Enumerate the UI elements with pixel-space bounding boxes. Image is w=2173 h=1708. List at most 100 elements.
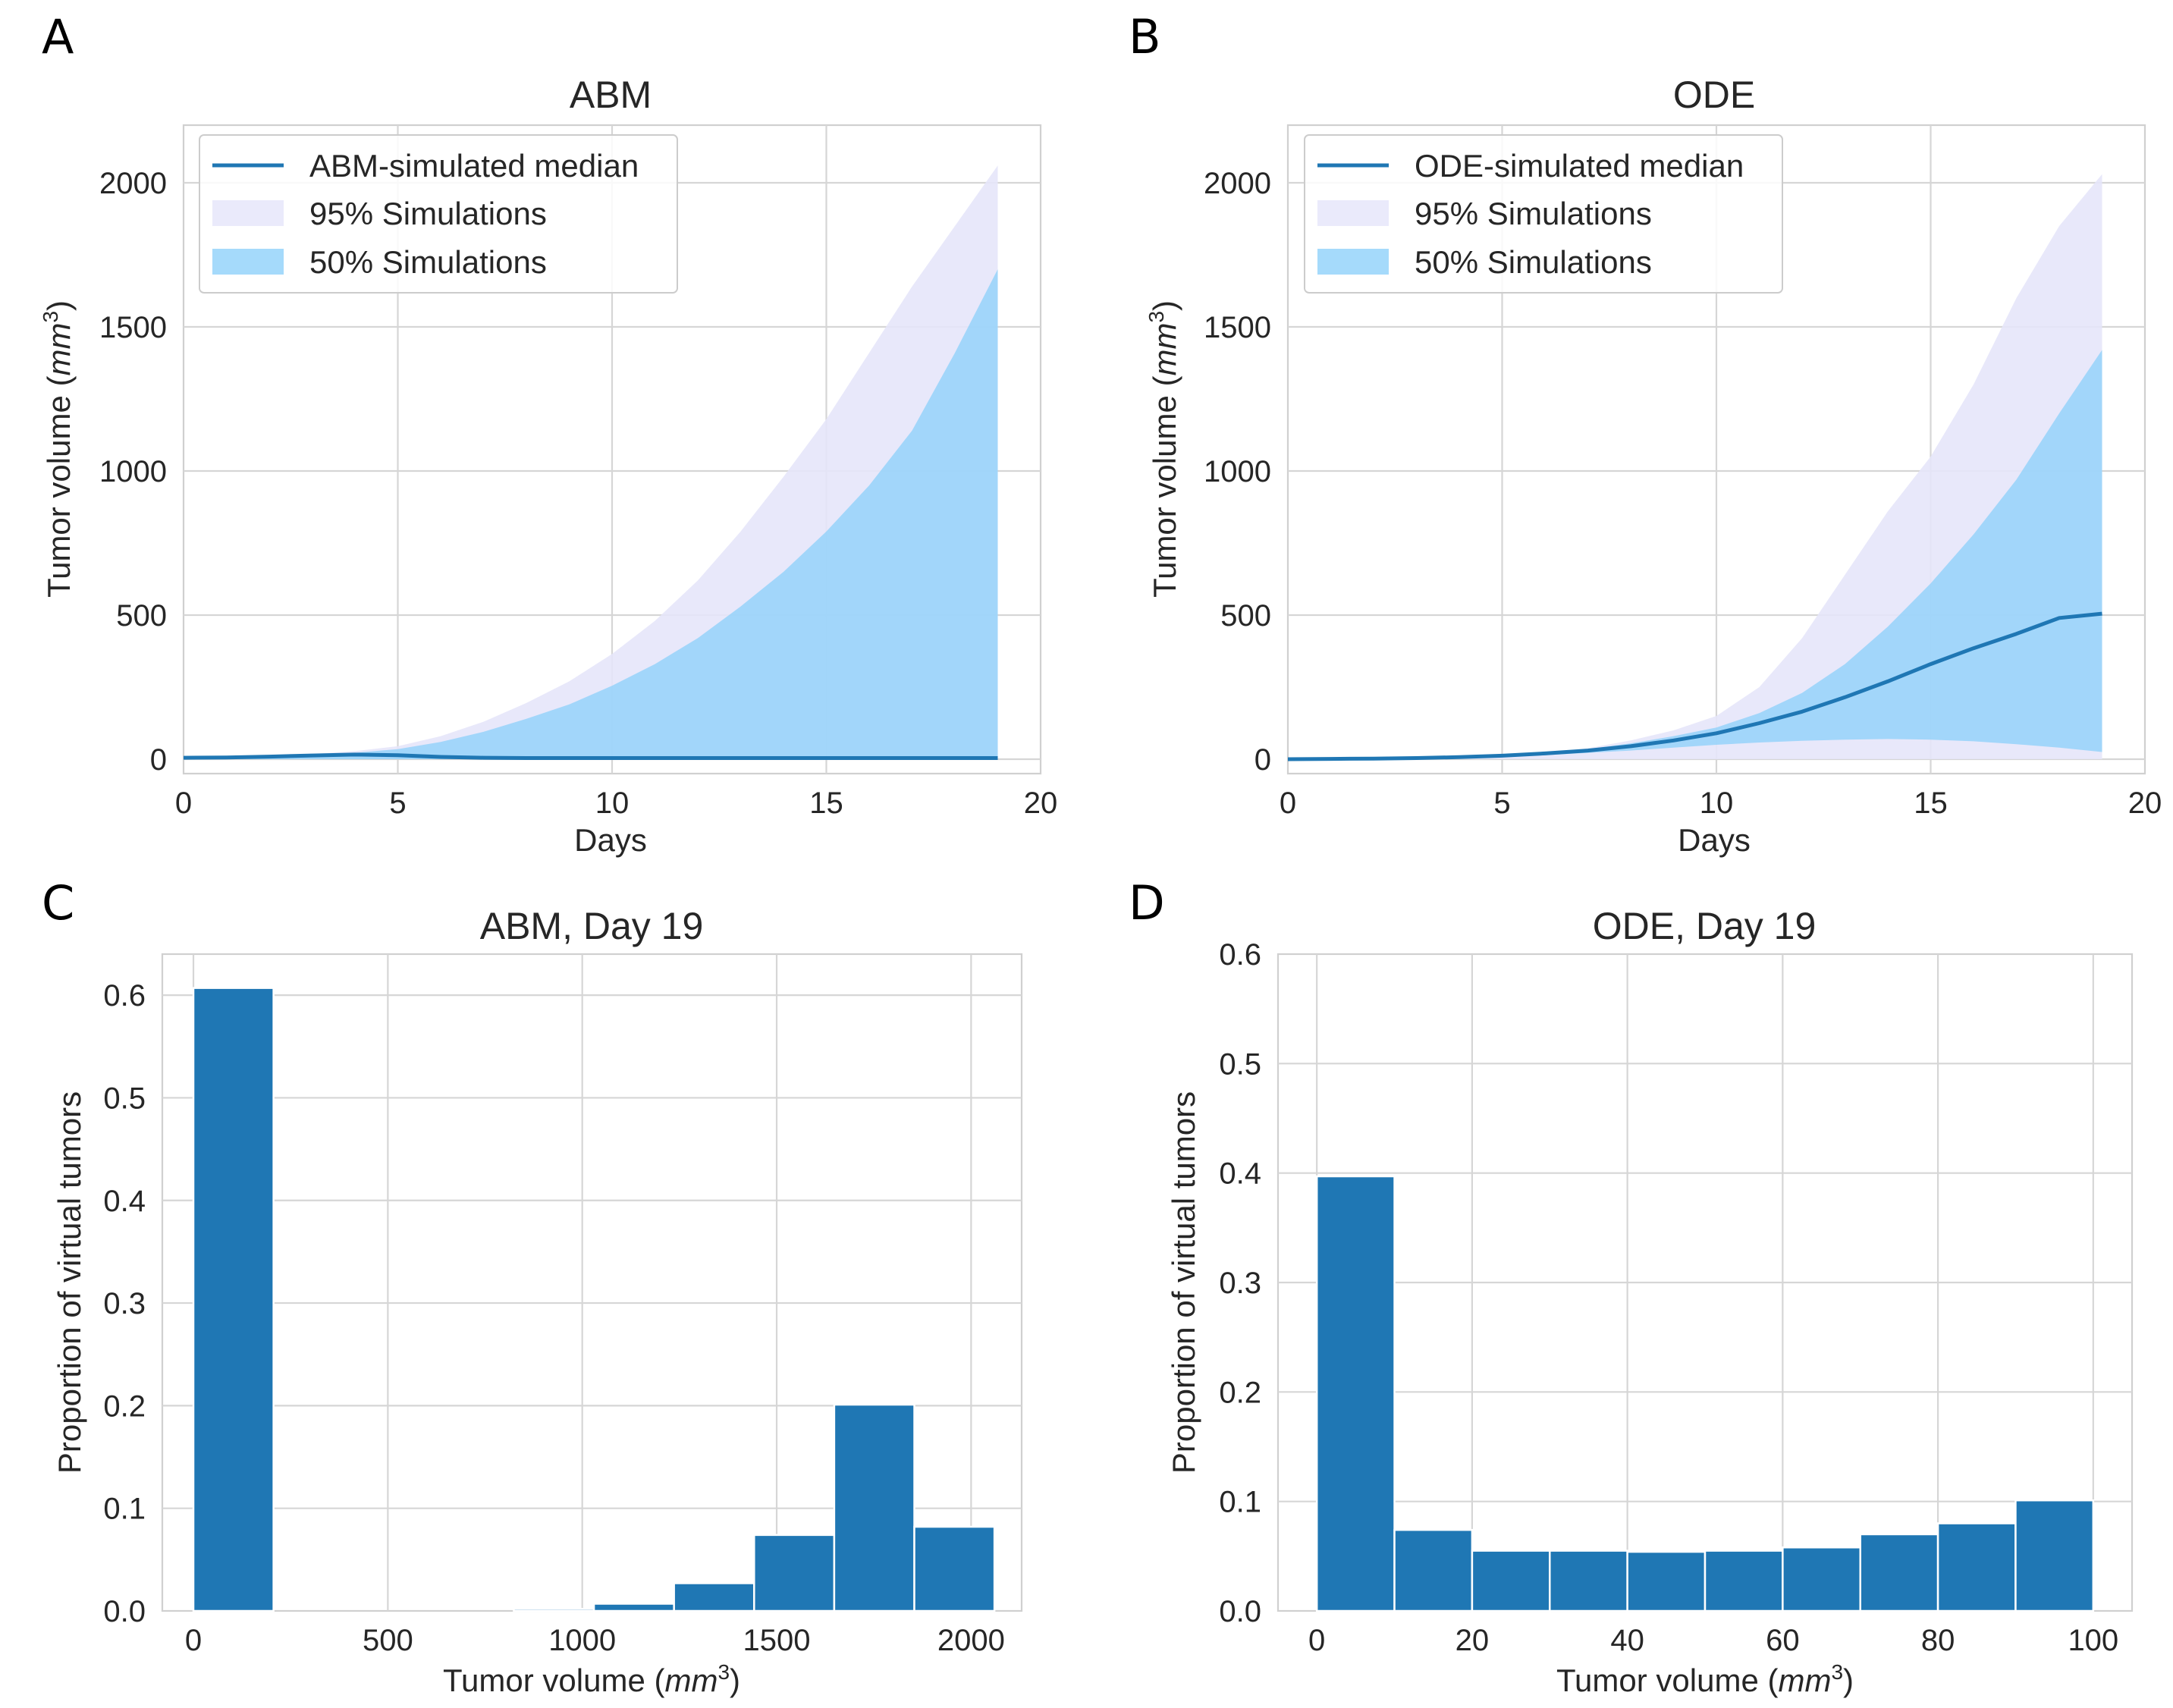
panel-b: B ODE 0 5 10 15 20 0 500 1000 1500 2000 Days Tum… — [1129, 9, 2162, 858]
y-tick-label: 0.2 — [103, 1389, 146, 1423]
y-axis-label: Proportion of virtual tumors — [52, 1091, 87, 1474]
band-50-area — [1288, 350, 2102, 759]
panel-letter-a: A — [42, 9, 74, 64]
chart-title: ABM, Day 19 — [480, 905, 704, 947]
median-line — [1287, 611, 2102, 761]
histogram-bar — [1782, 1546, 1861, 1612]
bars — [1315, 1175, 2095, 1612]
chart-title: ODE — [1673, 74, 1755, 116]
y-tick-label: 0.4 — [1219, 1157, 1261, 1191]
y-tick-label: 0.3 — [103, 1287, 146, 1320]
legend-50-swatch — [1317, 249, 1389, 275]
chart-title: ODE, Day 19 — [1593, 905, 1817, 947]
bars — [192, 987, 996, 1612]
lines — [1287, 611, 2102, 761]
y-tick-label: 0.4 — [103, 1185, 146, 1218]
legend-95-swatch — [212, 200, 284, 226]
histogram-bar — [1549, 1549, 1628, 1612]
chart-title: ABM — [570, 74, 652, 116]
legend-box — [1304, 134, 1783, 294]
legend-95-swatch — [1317, 200, 1389, 226]
x-tick-label: 2000 — [937, 1624, 1005, 1657]
y-tick-label: 1500 — [99, 311, 167, 344]
histogram-bar — [913, 1525, 996, 1612]
bands — [1288, 174, 2102, 760]
histogram-bar — [753, 1534, 836, 1612]
x-tick-label: 0 — [1308, 1624, 1325, 1657]
legend-50-label: 50% Simulations — [309, 244, 547, 280]
histogram-bar — [673, 1582, 755, 1612]
y-tick-label: 0.6 — [103, 979, 146, 1013]
grid — [162, 954, 1022, 1611]
y-tick-label: 1500 — [1204, 311, 1271, 344]
y-tick-label: 0.5 — [1219, 1047, 1261, 1081]
x-tick-label: 15 — [809, 786, 843, 820]
x-tick-labels: 0 5 10 15 20 — [175, 786, 1057, 820]
x-tick-label: 0 — [175, 786, 192, 820]
legend-50-label: 50% Simulations — [1415, 244, 1652, 280]
histogram-bar — [1471, 1549, 1551, 1612]
x-tick-label: 1500 — [743, 1624, 811, 1657]
y-tick-label: 2000 — [1204, 167, 1271, 200]
panel-c: C ABM, Day 19 0 500 1000 1500 2000 0.0 0.1 0.2… — [42, 875, 1023, 1698]
x-axis-label: Days — [1678, 822, 1751, 858]
y-tick-labels: 0.0 0.1 0.2 0.3 0.4 0.5 0.6 — [103, 979, 146, 1628]
x-tick-label: 20 — [2128, 786, 2162, 820]
x-tick-label: 500 — [363, 1624, 413, 1657]
band-50-area — [184, 269, 998, 759]
x-tick-label: 20 — [1455, 1624, 1490, 1657]
legend: ODE-simulated median 95% Simulations 50%… — [1304, 134, 1783, 294]
x-axis-label: Tumor volume (mm3) — [443, 1660, 740, 1698]
histogram-bar — [1626, 1550, 1707, 1612]
panel-letter-b: B — [1129, 9, 1161, 64]
y-tick-labels: 0.0 0.1 0.2 0.3 0.4 0.5 0.6 — [1219, 938, 1261, 1628]
histogram-bar — [1315, 1175, 1396, 1612]
y-tick-labels: 0 500 1000 1500 2000 — [99, 167, 167, 777]
x-tick-label: 10 — [595, 786, 630, 820]
histogram-bar — [1859, 1533, 1939, 1612]
histogram-bar — [513, 1608, 595, 1612]
x-tick-label: 80 — [1921, 1624, 1955, 1657]
x-tick-label: 15 — [1914, 786, 1948, 820]
x-tick-label: 40 — [1610, 1624, 1644, 1657]
x-tick-labels: 0 20 40 60 80 100 — [1308, 1624, 2118, 1657]
histogram-bar — [592, 1603, 675, 1612]
x-tick-label: 0 — [185, 1624, 202, 1657]
panel-letter-c: C — [42, 875, 74, 931]
x-tick-label: 60 — [1766, 1624, 1800, 1657]
y-tick-label: 0 — [1254, 743, 1271, 777]
x-tick-labels: 0 5 10 15 20 — [1280, 786, 2162, 820]
y-tick-label: 1000 — [1204, 455, 1271, 488]
legend-95-label: 95% Simulations — [1415, 196, 1652, 231]
legend-median-label: ODE-simulated median — [1415, 148, 1744, 184]
y-tick-label: 0.0 — [1219, 1595, 1261, 1628]
panel-d: D ODE, Day 19 0 20 40 60 80 100 0.00.10.20.30… — [1129, 875, 2134, 1698]
x-tick-label: 20 — [1024, 786, 1058, 820]
y-tick-label: 0 — [150, 743, 167, 777]
x-tick-label: 1000 — [548, 1624, 616, 1657]
y-tick-label: 0.0 — [103, 1595, 146, 1628]
y-tick-label: 1000 — [99, 455, 167, 488]
histogram-bar — [2014, 1499, 2095, 1612]
histogram-bar — [833, 1403, 915, 1612]
x-tick-label: 10 — [1700, 786, 1734, 820]
legend-95-label: 95% Simulations — [309, 196, 547, 231]
legend-median-label: ABM-simulated median — [309, 148, 639, 184]
legend: ABM-simulated median 95% Simulations 50%… — [199, 134, 678, 294]
y-tick-label: 0.2 — [1219, 1376, 1261, 1409]
y-tick-label: 2000 — [99, 167, 167, 200]
y-tick-label: 0.6 — [1219, 938, 1261, 972]
panel-letter-d: D — [1129, 875, 1165, 931]
y-tick-label: 0.1 — [1219, 1486, 1261, 1519]
x-tick-label: 100 — [2068, 1624, 2118, 1657]
x-tick-labels: 0 500 1000 1500 2000 — [185, 1624, 1005, 1657]
histogram-bar — [1704, 1549, 1784, 1612]
grid — [1278, 954, 2132, 1611]
histogram-bar — [192, 987, 275, 1612]
y-axis-label: Tumor volume (mm3) — [39, 300, 77, 598]
histogram-bar — [1936, 1522, 2017, 1612]
y-tick-labels: 0 500 1000 1500 2000 — [1204, 167, 1271, 777]
legend-50-swatch — [212, 249, 284, 275]
bands — [184, 165, 998, 759]
y-tick-label: 0.3 — [1219, 1267, 1261, 1300]
